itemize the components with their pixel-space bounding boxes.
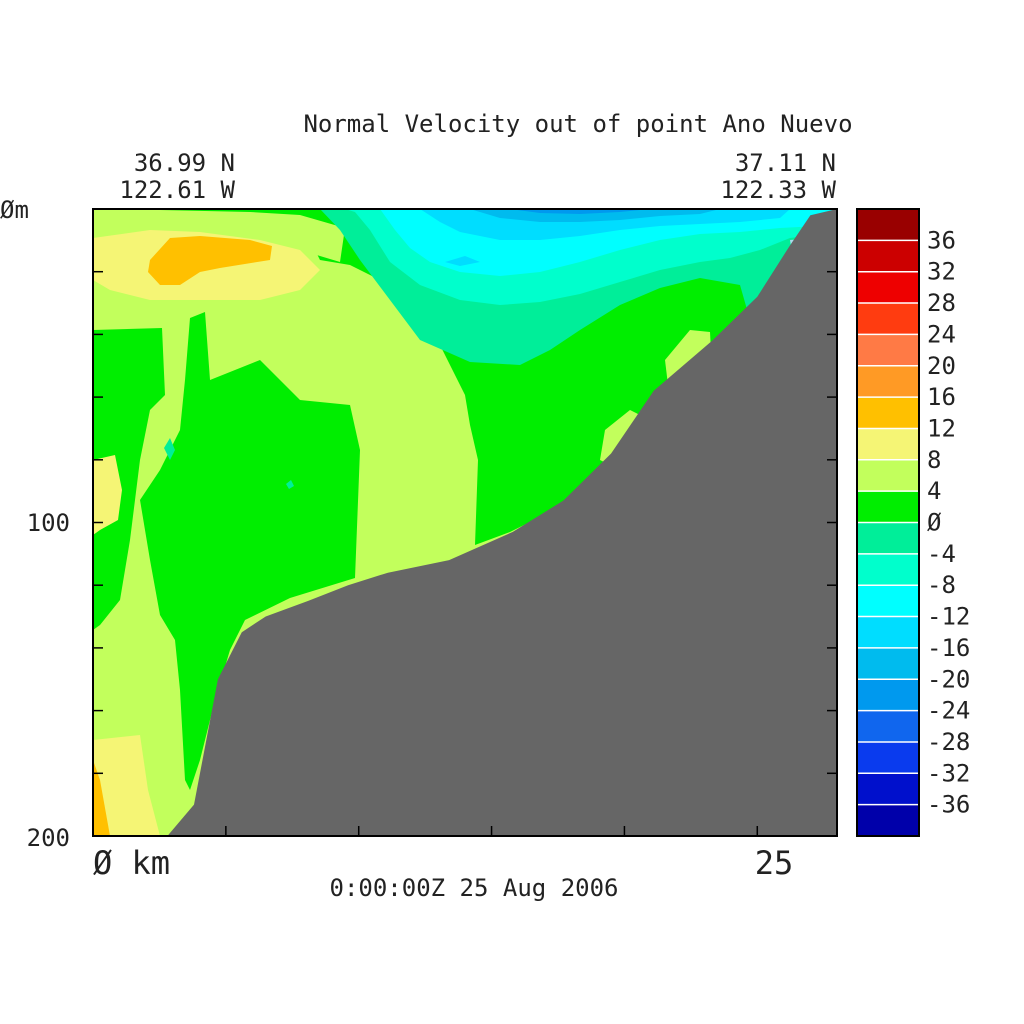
- colorbar-band: [857, 459, 919, 492]
- contour-band-8-to-12: [93, 455, 122, 535]
- colorbar-level-label: -4: [927, 540, 956, 568]
- colorbar-band: [857, 271, 919, 304]
- contour-band-neg20-to-neg16: [470, 209, 720, 222]
- colorbar-level-label: 16: [927, 383, 956, 411]
- velocity-contours: [93, 209, 837, 836]
- end-longitude: 122.33 W: [720, 176, 836, 204]
- x-axis-label: Ø km: [93, 844, 170, 882]
- colorbar-level-label: -28: [927, 728, 970, 756]
- start-longitude: 122.61 W: [119, 176, 235, 204]
- contour-band-0-to-4: [93, 328, 165, 630]
- contour-spot: [164, 438, 175, 460]
- colorbar-band: [857, 428, 919, 461]
- colorbar-level-label: -24: [927, 697, 970, 725]
- contour-band-neg16-to-neg12: [445, 256, 480, 266]
- contour-band-4-to-8: [93, 212, 345, 262]
- colorbar-level-label: -32: [927, 759, 970, 787]
- colorbar-band: [857, 804, 919, 837]
- y-axis-top-label: Øm: [0, 196, 29, 224]
- y-axis-ticks: [93, 208, 837, 837]
- y-tick-label-200: 200: [27, 824, 70, 852]
- contour-band-0-to-4: [140, 312, 360, 790]
- colorbar-level-label: -12: [927, 603, 970, 631]
- end-latitude: 37.11 N: [735, 149, 836, 177]
- colorbar: 36 32 28 24 20 16 12 8 4 Ø -4 -8 -12 -16 -20 -24 -28 -32 -…: [856, 208, 970, 837]
- colorbar-band: [857, 365, 919, 398]
- colorbar-band: [857, 209, 919, 241]
- bathymetry-terrain: [167, 209, 837, 836]
- colorbar-level-label: 8: [927, 446, 941, 474]
- colorbar-band: [857, 710, 919, 743]
- colorbar-frame: [856, 208, 920, 837]
- colorbar-level-label: -20: [927, 665, 970, 693]
- colorbar-level-label: -36: [927, 791, 970, 819]
- x-axis-ticks: [225, 826, 759, 836]
- contour-band-12-to-16: [148, 236, 272, 285]
- colorbar-level-label: -8: [927, 571, 956, 599]
- plot-area: [92, 208, 838, 837]
- contour-band-neg24-to-neg20: [510, 209, 650, 214]
- colorbar-level-label: -16: [927, 634, 970, 662]
- colorbar-band: [857, 334, 919, 367]
- colorbar-band: [857, 741, 919, 774]
- colorbar-level-label: 28: [927, 289, 956, 317]
- colorbar-level-label: Ø: [927, 509, 942, 537]
- colorbar-band: [857, 585, 919, 618]
- colorbar-band: [857, 647, 919, 680]
- timestamp: 0:00:00Z 25 Aug 2006: [330, 874, 619, 902]
- colorbar-band: [857, 616, 919, 649]
- colorbar-level-label: 32: [927, 258, 956, 286]
- chart-title: Normal Velocity out of point Ano Nuevo: [303, 110, 852, 138]
- colorbar-level-label: 20: [927, 352, 956, 380]
- contour-spot: [286, 480, 294, 489]
- colorbar-band: [857, 303, 919, 335]
- colorbar-band: [857, 522, 919, 555]
- colorbar-band: [857, 240, 919, 273]
- start-latitude: 36.99 N: [134, 149, 235, 177]
- colorbar-level-label: 4: [927, 477, 941, 505]
- colorbar-band: [857, 491, 919, 523]
- contour-band-0-to-4: [93, 209, 837, 545]
- colorbar-level-label: 36: [927, 226, 956, 254]
- contour-band-8-to-12: [93, 735, 160, 836]
- colorbar-level-label: 12: [927, 414, 956, 442]
- colorbar-band: [857, 773, 919, 806]
- x-tick-label-25: 25: [755, 844, 794, 882]
- colorbar-level-label: 24: [927, 320, 956, 348]
- contour-band-12-to-16: [93, 760, 110, 836]
- colorbar-band: [857, 397, 919, 429]
- colorbar-band: [857, 679, 919, 712]
- colorbar-band: [857, 553, 919, 586]
- y-tick-label-100: 100: [27, 509, 70, 537]
